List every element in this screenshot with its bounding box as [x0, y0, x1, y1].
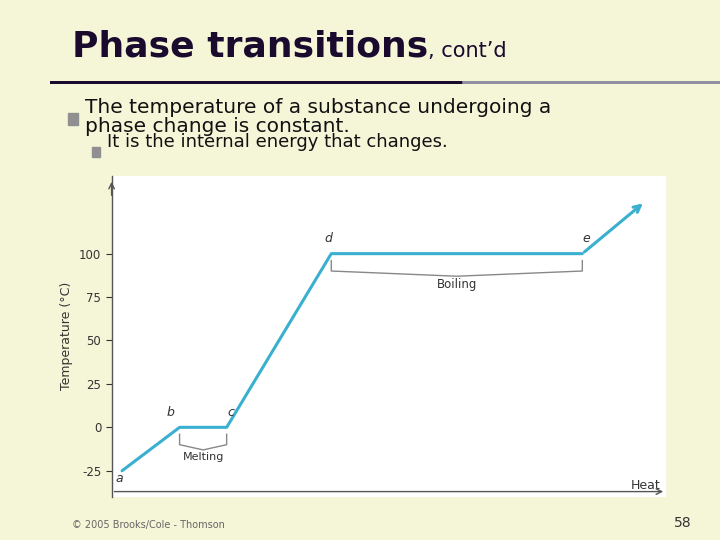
- Text: e: e: [582, 232, 590, 245]
- Text: The temperature of a substance undergoing a: The temperature of a substance undergoin…: [85, 98, 552, 117]
- Text: d: d: [325, 232, 333, 245]
- Text: © 2005 Brooks/Cole - Thomson: © 2005 Brooks/Cole - Thomson: [72, 520, 225, 530]
- Text: Boiling: Boiling: [436, 278, 477, 291]
- Text: , cont’d: , cont’d: [428, 40, 507, 60]
- Y-axis label: Temperature (°C): Temperature (°C): [60, 282, 73, 390]
- Text: Phase transitions: Phase transitions: [72, 30, 428, 64]
- Text: phase change is constant.: phase change is constant.: [85, 117, 350, 136]
- Text: c: c: [228, 406, 234, 419]
- Text: It is the internal energy that changes.: It is the internal energy that changes.: [107, 133, 447, 151]
- Text: Heat: Heat: [631, 478, 661, 491]
- Text: b: b: [166, 406, 174, 419]
- Text: a: a: [116, 471, 123, 484]
- Text: Melting: Melting: [182, 451, 224, 462]
- Text: 58: 58: [674, 516, 691, 530]
